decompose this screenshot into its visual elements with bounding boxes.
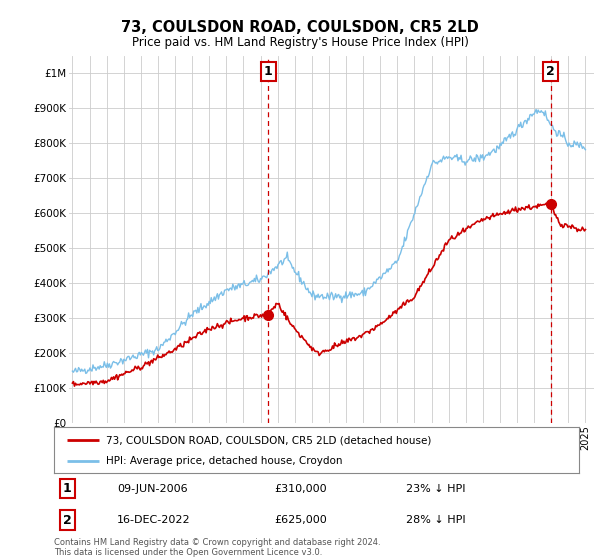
Text: 73, COULSDON ROAD, COULSDON, CR5 2LD: 73, COULSDON ROAD, COULSDON, CR5 2LD xyxy=(121,20,479,35)
Text: 2: 2 xyxy=(63,514,71,526)
Text: 2: 2 xyxy=(546,65,555,78)
Text: £310,000: £310,000 xyxy=(275,484,327,494)
Text: HPI: Average price, detached house, Croydon: HPI: Average price, detached house, Croy… xyxy=(107,456,343,466)
Text: Price paid vs. HM Land Registry's House Price Index (HPI): Price paid vs. HM Land Registry's House … xyxy=(131,36,469,49)
Text: 23% ↓ HPI: 23% ↓ HPI xyxy=(406,484,465,494)
Text: 16-DEC-2022: 16-DEC-2022 xyxy=(117,515,191,525)
Text: £625,000: £625,000 xyxy=(275,515,327,525)
Text: 09-JUN-2006: 09-JUN-2006 xyxy=(117,484,188,494)
Text: 1: 1 xyxy=(263,65,272,78)
Text: Contains HM Land Registry data © Crown copyright and database right 2024.
This d: Contains HM Land Registry data © Crown c… xyxy=(54,538,380,557)
Text: 28% ↓ HPI: 28% ↓ HPI xyxy=(406,515,466,525)
Text: 1: 1 xyxy=(63,482,71,495)
Text: 73, COULSDON ROAD, COULSDON, CR5 2LD (detached house): 73, COULSDON ROAD, COULSDON, CR5 2LD (de… xyxy=(107,435,432,445)
